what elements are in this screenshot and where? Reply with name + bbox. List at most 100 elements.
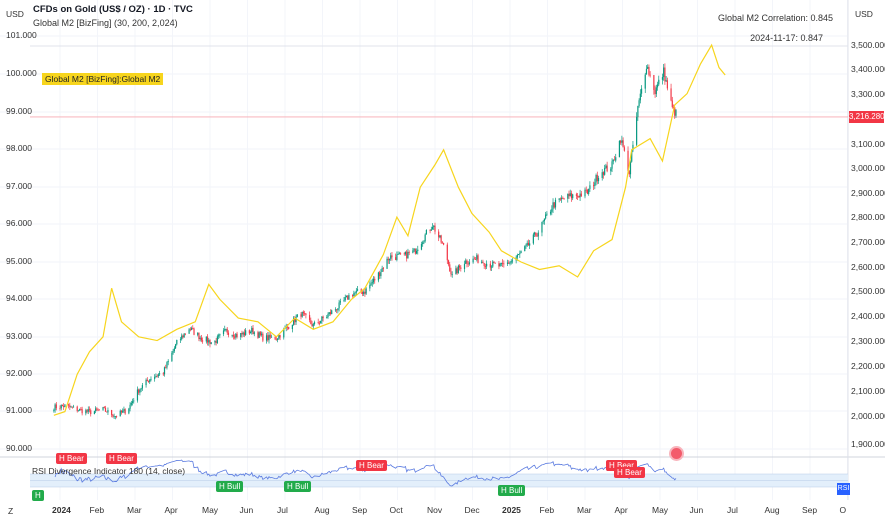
- candle-body: [638, 100, 640, 106]
- candle-body: [320, 321, 322, 324]
- candle-body: [79, 408, 81, 411]
- candle-body: [129, 404, 131, 409]
- candle-body: [147, 381, 150, 383]
- candle-body: [353, 293, 355, 297]
- time-axis-tick: Jun: [689, 505, 704, 515]
- candle-body: [98, 409, 100, 411]
- candle-body: [503, 263, 505, 265]
- candle-body: [267, 335, 269, 341]
- candle-body: [403, 253, 405, 255]
- timezone-icon[interactable]: Z: [8, 506, 14, 516]
- candle-body: [463, 263, 466, 269]
- left-axis-tick: 90.000: [6, 443, 32, 453]
- candle-body: [343, 300, 345, 302]
- candle-body: [645, 68, 648, 75]
- candle-body: [157, 374, 159, 377]
- candle-body: [595, 174, 597, 183]
- candle-body: [395, 257, 397, 260]
- candle-body: [374, 278, 376, 281]
- candle-body: [413, 248, 415, 251]
- candle-body: [363, 291, 365, 294]
- candle-body: [554, 199, 557, 208]
- right-axis-tick: 2,200.000: [851, 361, 885, 371]
- candle-body: [460, 267, 462, 269]
- candle-body: [347, 295, 349, 300]
- candle-body: [636, 116, 638, 145]
- time-axis-tick: Oct: [389, 505, 403, 515]
- indicator-title[interactable]: Global M2 [BizFing] (30, 200, 2,024): [33, 18, 178, 28]
- candle-body: [240, 333, 242, 337]
- candle-body: [85, 410, 87, 414]
- candle-body: [597, 177, 600, 182]
- right-axis-tick: 3,300.000: [851, 89, 885, 99]
- candle-body: [104, 407, 107, 412]
- candle-body: [112, 414, 114, 417]
- candle-body: [64, 404, 66, 408]
- candle-body: [248, 330, 250, 334]
- time-axis-tick: 2024: [52, 505, 71, 515]
- candle-body: [179, 339, 182, 341]
- candle-body: [311, 323, 313, 327]
- candle-body: [586, 190, 589, 194]
- candle-body: [171, 352, 173, 361]
- candle-body: [575, 194, 577, 196]
- candle-body: [627, 150, 629, 172]
- candle-body: [458, 265, 461, 268]
- candle-body: [257, 332, 259, 338]
- candle-body: [113, 416, 115, 418]
- candle-body: [541, 221, 543, 233]
- candle-body: [415, 250, 418, 254]
- candle-body: [524, 246, 526, 252]
- candle-body: [569, 193, 571, 197]
- candle-body: [318, 322, 321, 324]
- candle-body: [472, 258, 474, 263]
- candle-body: [369, 285, 371, 289]
- candle-body: [261, 333, 263, 335]
- candle-body: [54, 404, 56, 411]
- candle-body: [93, 411, 96, 415]
- rsi-title[interactable]: RSI Divergence Indicator 180 (14, close): [32, 466, 186, 476]
- candle-body: [242, 332, 244, 335]
- candle-body: [511, 260, 514, 262]
- candle-body: [629, 161, 632, 175]
- candle-body: [321, 316, 323, 322]
- candle-body: [192, 328, 194, 329]
- candle-body: [243, 332, 246, 336]
- candle-body: [87, 409, 89, 412]
- candle-body: [449, 264, 451, 272]
- candle-body: [601, 172, 603, 178]
- candle-body: [666, 80, 668, 89]
- candle-body: [235, 333, 237, 338]
- candle-body: [88, 409, 91, 411]
- candle-body: [155, 376, 157, 377]
- candle-body: [206, 336, 209, 343]
- candle-body: [380, 272, 382, 277]
- candle-body: [639, 93, 641, 101]
- candle-body: [468, 262, 471, 265]
- candle-body: [649, 74, 651, 76]
- left-axis-tick: 91.000: [6, 405, 32, 415]
- candle-body: [308, 315, 311, 321]
- candle-body: [355, 290, 357, 293]
- left-currency: USD: [6, 9, 24, 19]
- rsi-bear-label: H Bear: [106, 453, 137, 464]
- candle-body: [141, 385, 143, 389]
- candle-body: [60, 404, 62, 409]
- candle-body: [114, 416, 116, 417]
- candle-body: [493, 261, 495, 263]
- candle-body: [102, 407, 104, 410]
- candle-body: [390, 255, 392, 259]
- us-flag-event-icon[interactable]: [669, 446, 684, 461]
- chart-legend: CFDs on Gold (US$ / OZ) · 1D · TVC Globa…: [33, 4, 193, 28]
- candle-body: [605, 165, 607, 169]
- right-axis-tick: 2,900.000: [851, 188, 885, 198]
- candle-body: [146, 379, 148, 382]
- candle-body: [214, 341, 216, 343]
- symbol-title[interactable]: CFDs on Gold (US$ / OZ) · 1D · TVC: [33, 4, 193, 15]
- candle-body: [274, 336, 276, 340]
- candle-body: [80, 408, 82, 410]
- candle-body: [509, 262, 511, 264]
- candle-body: [623, 147, 625, 151]
- candle-body: [361, 291, 364, 294]
